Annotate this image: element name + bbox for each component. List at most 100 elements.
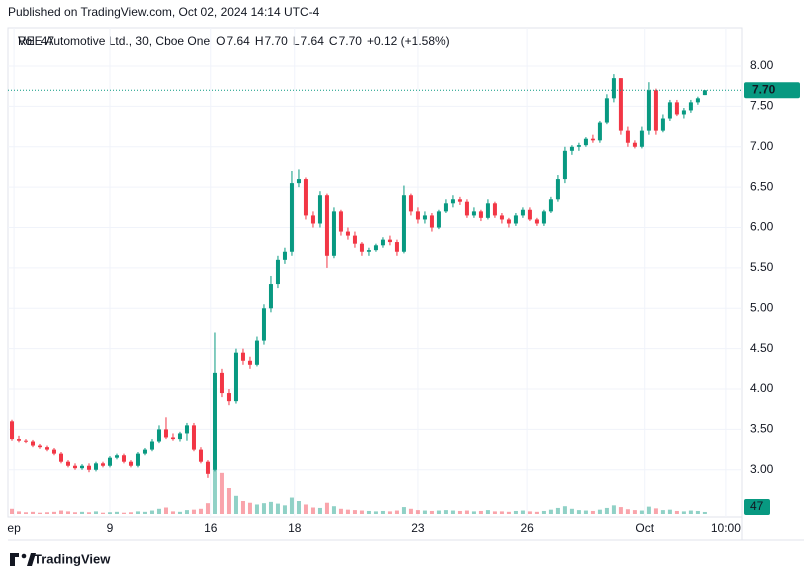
candle-body: [177, 433, 182, 440]
candle-body: [436, 211, 441, 228]
volume-bar: [58, 510, 63, 514]
candle-body: [359, 243, 364, 252]
candle-body: [289, 183, 294, 252]
candle-body: [366, 250, 371, 252]
volume-bar: [79, 511, 84, 514]
volume-bar: [443, 510, 448, 514]
candle-body: [555, 179, 560, 200]
candle-body: [310, 215, 315, 224]
candle-body: [16, 439, 21, 441]
candle-body: [415, 211, 420, 220]
brand-logo: [10, 553, 36, 566]
candle-body: [527, 209, 532, 220]
candle-body: [114, 455, 119, 458]
candle-body: [471, 211, 476, 216]
candle-body: [303, 179, 308, 216]
y-tick-label: 5.00: [750, 300, 774, 314]
brand: TradingView: [34, 551, 111, 566]
candle-body: [702, 90, 707, 96]
volume-bar: [506, 511, 511, 514]
volume-badge-label: 47: [750, 499, 764, 513]
x-tick-label: 18: [288, 521, 302, 535]
legend-value: 7.70: [339, 34, 363, 48]
volume-bar: [44, 512, 49, 514]
volume-bar: [254, 504, 259, 514]
y-tick-label: 8.00: [750, 58, 774, 72]
candle-body: [373, 245, 378, 251]
candle-body: [44, 447, 49, 450]
volume-bar: [464, 510, 469, 514]
legend-key: H: [255, 34, 264, 48]
volume-bar: [156, 508, 161, 514]
x-tick-label: ep: [7, 521, 21, 535]
y-tick-label: 5.50: [750, 260, 774, 274]
candle-body: [247, 360, 252, 365]
volume-bar: [674, 510, 679, 514]
candle-body: [534, 219, 539, 224]
volume-bar: [380, 510, 385, 514]
volume-bar: [107, 512, 112, 514]
candle-body: [338, 211, 343, 232]
volume-bar: [646, 506, 651, 514]
volume-bar: [401, 507, 406, 514]
candle-body: [30, 441, 35, 446]
volume-bar: [177, 511, 182, 514]
volume-bar: [233, 495, 238, 514]
volume-value: 47: [41, 34, 55, 48]
volume-bar: [184, 510, 189, 514]
candle-body: [191, 425, 196, 450]
volume-bar: [436, 510, 441, 514]
candle-body: [184, 425, 189, 434]
candle-body: [198, 449, 203, 462]
volume-bar: [457, 510, 462, 514]
volume-bar: [625, 509, 630, 514]
volume-bar: [569, 508, 574, 514]
volume-bar: [429, 510, 434, 514]
candle-body: [639, 130, 644, 147]
candle-body: [485, 203, 490, 218]
volume-bar: [317, 507, 322, 514]
volume-bar: [681, 511, 686, 514]
volume-bar: [100, 512, 105, 514]
volume-bar: [261, 503, 266, 514]
volume-bar: [604, 507, 609, 514]
candle-body: [128, 461, 133, 466]
candle-body: [282, 251, 287, 260]
candle-body: [142, 449, 147, 454]
candle-body: [121, 455, 126, 462]
candle-body: [576, 145, 581, 147]
y-tick-label: 3.50: [750, 422, 774, 436]
volume-bar: [121, 512, 126, 514]
candle-body: [261, 308, 266, 341]
volume-bar: [23, 512, 28, 514]
candle-body: [394, 242, 399, 252]
candle-body: [275, 259, 280, 285]
candle-body: [569, 146, 574, 151]
volume-bar: [576, 510, 581, 514]
volume-bar: [149, 510, 154, 514]
volume-bar: [324, 502, 329, 514]
candle-body: [653, 90, 658, 131]
volume-bar: [373, 511, 378, 514]
volume-bar: [114, 511, 119, 514]
published-note: Published on TradingView.com, Oct 02, 20…: [8, 5, 320, 19]
candle-body: [79, 465, 84, 469]
legend-value: 7.70: [265, 34, 289, 48]
candle-body: [541, 211, 546, 224]
volume-bar: [226, 488, 231, 514]
candle-body: [149, 441, 154, 450]
candle-body: [352, 235, 357, 244]
volume-bar: [268, 501, 273, 514]
y-tick-label: 3.00: [750, 462, 774, 476]
volume-bar: [331, 506, 336, 514]
candle-body: [457, 199, 462, 202]
candle-body: [268, 284, 273, 309]
volume-bar: [65, 511, 70, 514]
candle-body: [380, 239, 385, 246]
volume-bar: [30, 511, 35, 514]
candle-body: [135, 453, 140, 466]
candle-body: [401, 195, 406, 252]
volume-bar: [352, 510, 357, 514]
y-tick-label: 6.00: [750, 220, 774, 234]
candle-body: [506, 219, 511, 224]
